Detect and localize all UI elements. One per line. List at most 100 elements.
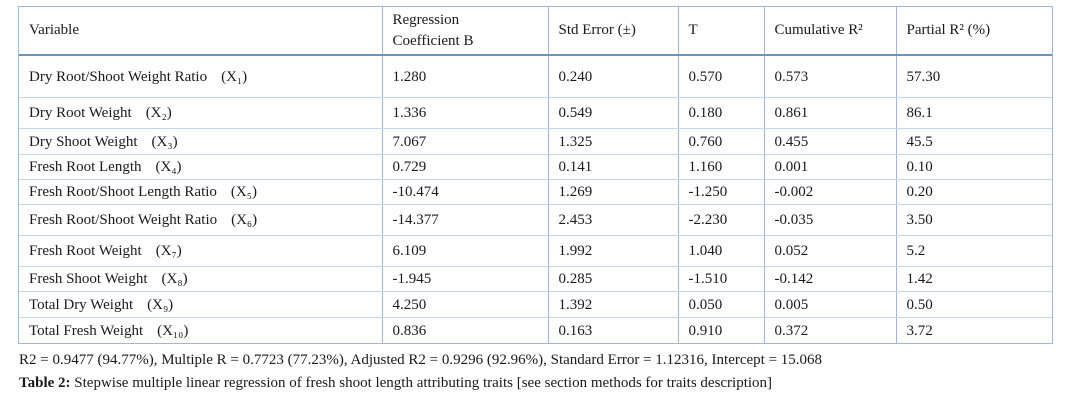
table-row: Dry Shoot Weight (X₃) 7.067 1.325 0.760 0.455… <box>19 128 1052 155</box>
cell-coefficient: -1.945 <box>382 266 549 292</box>
cell-coefficient: 4.250 <box>382 291 549 318</box>
cell-t: 0.570 <box>678 55 765 98</box>
cell-std-error: 1.325 <box>548 128 679 155</box>
table-header: Variable Regression Coefficient B Std Er… <box>19 7 1052 56</box>
cell-std-error: 1.392 <box>548 291 679 318</box>
variable-name: Fresh Shoot Weight <box>29 271 148 287</box>
cell-coefficient: 1.280 <box>382 55 549 98</box>
header-regression-line1: Regression <box>392 11 460 28</box>
cell-t: 0.180 <box>678 97 765 129</box>
cell-partial-r2: 1.42 <box>896 266 1052 292</box>
cell-cumulative-r2: -0.035 <box>764 204 897 236</box>
variable-code: (X₅) <box>230 184 257 200</box>
cell-variable: Dry Root Weight (X₂) <box>19 97 383 129</box>
cell-coefficient: 0.836 <box>382 317 549 343</box>
cell-coefficient: -10.474 <box>382 179 549 205</box>
cell-cumulative-r2: 0.052 <box>764 235 897 267</box>
cell-coefficient: 6.109 <box>382 235 549 267</box>
table-row: Fresh Root/Shoot Weight Ratio (X₆) -14.377… <box>19 204 1052 236</box>
variable-code: (X₁₀) <box>157 322 189 339</box>
caption-label: Table 2: <box>19 375 71 391</box>
regression-table-container: Variable Regression Coefficient B Std Er… <box>18 6 1053 344</box>
variable-name: Total Dry Weight <box>29 296 134 313</box>
header-t: T <box>678 7 765 56</box>
cell-partial-r2: 45.5 <box>896 128 1052 155</box>
variable-name: Fresh Root Length <box>29 159 142 175</box>
cell-coefficient: 0.729 <box>382 154 549 180</box>
cell-t: -2.230 <box>678 204 765 236</box>
cell-std-error: 0.240 <box>548 55 679 98</box>
table-footnote: R2 = 0.9477 (94.77%), Multiple R = 0.772… <box>19 352 823 368</box>
header-variable: Variable <box>19 7 383 56</box>
header-cumulative-r2: Cumulative R² <box>764 7 897 56</box>
table-row: Total Fresh Weight (X₁₀) 0.836 0.163 0.910 0.… <box>19 317 1052 343</box>
variable-code: (X₉) <box>147 296 174 313</box>
cell-variable: Fresh Root/Shoot Length Ratio (X₅) <box>19 179 383 205</box>
caption-text: Stepwise multiple linear regression of f… <box>70 375 773 391</box>
cell-std-error: 0.141 <box>548 154 679 180</box>
header-regression-line2: Coefficient B <box>392 32 474 49</box>
variable-code: (X₈) <box>161 271 188 287</box>
cell-t: -1.250 <box>678 179 765 205</box>
cell-cumulative-r2: 0.005 <box>764 291 897 318</box>
cell-variable: Fresh Root Length (X₄) <box>19 154 383 180</box>
cell-variable: Fresh Shoot Weight (X₈) <box>19 266 383 292</box>
cell-t: 0.760 <box>678 128 765 155</box>
variable-code: (X₄) <box>155 159 182 175</box>
table-row: Fresh Root Length (X₄) 0.729 0.141 1.160 0.00… <box>19 154 1052 180</box>
variable-code: (X₇) <box>155 243 182 259</box>
cell-cumulative-r2: -0.002 <box>764 179 897 205</box>
cell-cumulative-r2: 0.372 <box>764 317 897 343</box>
cell-partial-r2: 0.10 <box>896 154 1052 180</box>
cell-t: 1.040 <box>678 235 765 267</box>
cell-cumulative-r2: 0.573 <box>764 55 897 98</box>
cell-std-error: 1.992 <box>548 235 679 267</box>
cell-t: 0.910 <box>678 317 765 343</box>
cell-t: 1.160 <box>678 154 765 180</box>
variable-name: Fresh Root/Shoot Length Ratio <box>29 184 217 200</box>
cell-t: 0.050 <box>678 291 765 318</box>
header-regression-coefficient: Regression Coefficient B <box>382 7 549 56</box>
cell-std-error: 0.163 <box>548 317 679 343</box>
variable-name: Total Fresh Weight <box>29 322 144 339</box>
cell-variable: Dry Shoot Weight (X₃) <box>19 128 383 155</box>
cell-cumulative-r2: 0.001 <box>764 154 897 180</box>
cell-cumulative-r2: -0.142 <box>764 266 897 292</box>
cell-std-error: 2.453 <box>548 204 679 236</box>
table-row: Dry Root Weight (X₂) 1.336 0.549 0.180 0.861 8… <box>19 97 1052 129</box>
cell-partial-r2: 0.50 <box>896 291 1052 318</box>
variable-name: Dry Shoot Weight <box>29 133 138 150</box>
cell-std-error: 0.285 <box>548 266 679 292</box>
cell-partial-r2: 57.30 <box>896 55 1052 98</box>
variable-name: Fresh Root Weight <box>29 243 142 259</box>
regression-table: Variable Regression Coefficient B Std Er… <box>19 7 1052 343</box>
table-row: Fresh Shoot Weight (X₈) -1.945 0.285 -1.510-… <box>19 266 1052 292</box>
variable-name: Dry Root/Shoot Weight Ratio <box>29 68 208 85</box>
cell-coefficient: 7.067 <box>382 128 549 155</box>
table-row: Fresh Root/Shoot Length Ratio (X₅) -10.474… <box>19 179 1052 205</box>
cell-t: -1.510 <box>678 266 765 292</box>
variable-code: (X₆) <box>231 212 258 228</box>
header-row: Variable Regression Coefficient B Std Er… <box>19 7 1052 56</box>
header-std-error: Std Error (±) <box>548 7 679 56</box>
table-caption: Table 2: Stepwise multiple linear regres… <box>19 375 772 392</box>
cell-std-error: 1.269 <box>548 179 679 205</box>
variable-name: Fresh Root/Shoot Weight Ratio <box>29 212 218 228</box>
header-partial-r2: Partial R² (%) <box>896 7 1052 56</box>
table-row: Fresh Root Weight (X₇) 6.109 1.992 1.040 0.05… <box>19 235 1052 267</box>
cell-partial-r2: 3.72 <box>906 322 933 339</box>
variable-code: (X₂) <box>145 105 172 121</box>
cell-variable: Total Fresh Weight (X₁₀) <box>19 317 383 343</box>
table-row: Dry Root/Shoot Weight Ratio (X₁) 1.280 0.24… <box>19 55 1052 98</box>
table-row: Total Dry Weight (X₉) 4.250 1.392 0.050 0.005… <box>19 291 1052 318</box>
cell-cumulative-r2: 0.861 <box>764 97 897 129</box>
cell-variable: Fresh Root Weight (X₇) <box>19 235 383 267</box>
variable-name: Dry Root Weight <box>29 105 132 121</box>
variable-code: (X₁) <box>221 68 248 85</box>
cell-std-error: 0.549 <box>548 97 679 129</box>
cell-partial-r2: 0.20 <box>896 179 1052 205</box>
cell-variable: Total Dry Weight (X₉) <box>19 291 383 318</box>
cell-partial-r2: 3.50 <box>896 204 1052 236</box>
cell-variable: Dry Root/Shoot Weight Ratio (X₁) <box>19 55 383 98</box>
cell-cumulative-r2: 0.455 <box>764 128 897 155</box>
